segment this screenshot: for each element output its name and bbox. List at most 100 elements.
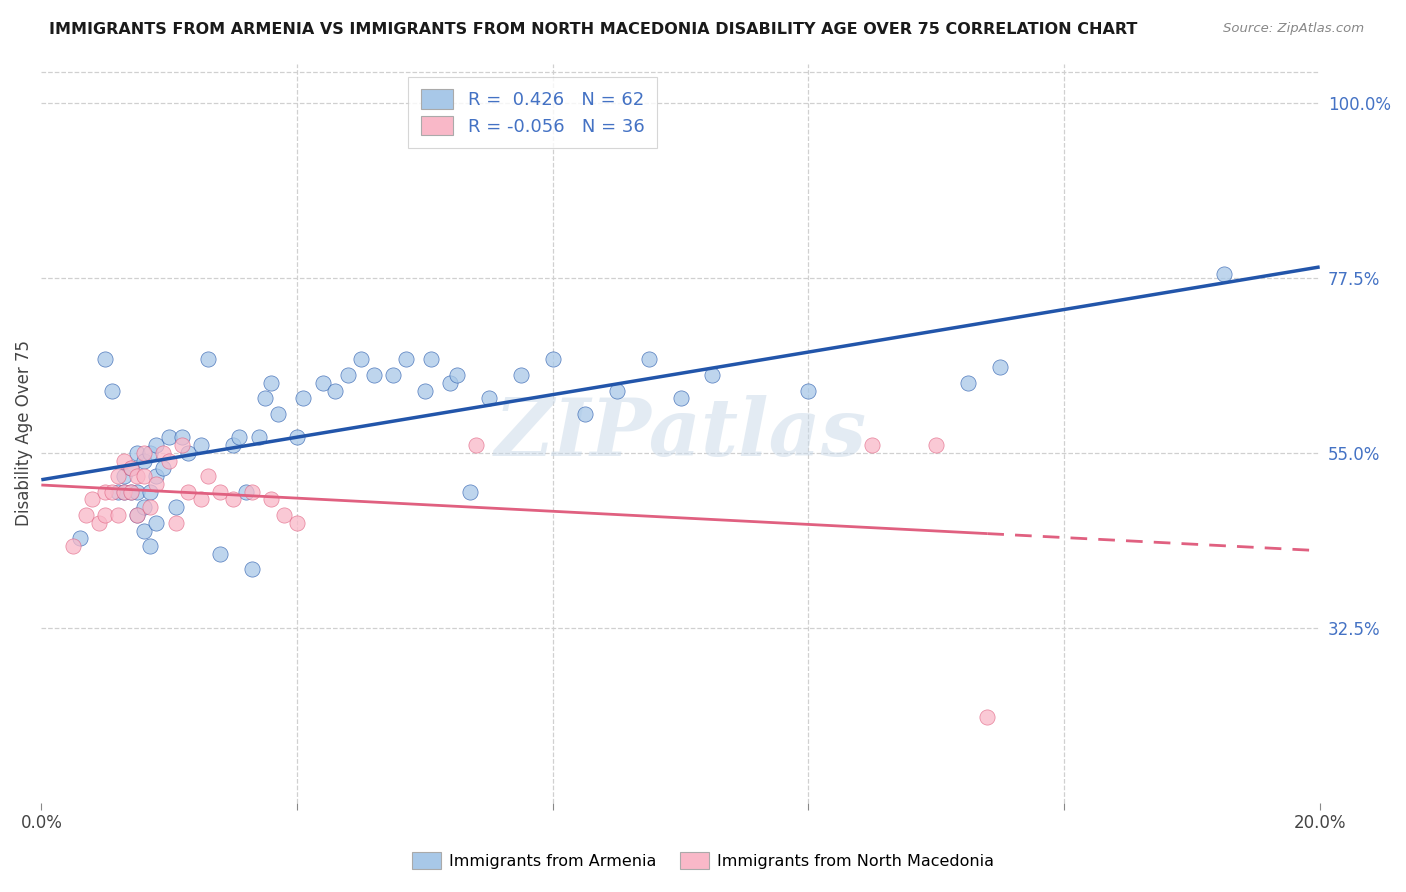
Point [292,392,315,406]
Point [260,492,283,507]
Point [925,438,948,452]
Point [273,508,295,522]
Point [420,352,443,367]
Point [132,524,155,538]
Point [145,469,167,483]
Point [478,392,501,406]
Point [254,392,277,406]
Point [197,352,219,367]
Point [120,484,142,499]
Point [165,500,187,515]
Legend: Immigrants from Armenia, Immigrants from North Macedonia: Immigrants from Armenia, Immigrants from… [406,846,1000,875]
Point [120,484,142,499]
Point [797,384,820,398]
Point [82,492,104,507]
Point [112,484,135,499]
Point [976,710,998,724]
Point [413,384,436,398]
Point [247,430,270,444]
Point [988,360,1011,375]
Point [139,500,162,515]
Point [465,438,488,452]
Text: Source: ZipAtlas.com: Source: ZipAtlas.com [1223,22,1364,36]
Point [132,500,155,515]
Point [112,469,135,483]
Point [574,407,596,421]
Point [458,484,481,499]
Point [107,469,129,483]
Point [381,368,404,382]
Point [1212,267,1234,281]
Y-axis label: Disability Age Over 75: Disability Age Over 75 [15,341,32,526]
Point [157,453,180,467]
Point [112,484,135,499]
Point [139,484,162,499]
Point [87,516,110,530]
Point [209,484,232,499]
Point [350,352,373,367]
Point [132,469,155,483]
Point [127,508,149,522]
Point [107,508,129,522]
Point [240,484,263,499]
Point [509,368,531,382]
Point [222,438,245,452]
Point [606,384,628,398]
Point [439,376,461,390]
Point [170,438,193,452]
Point [100,484,122,499]
Point [363,368,385,382]
Point [120,461,142,475]
Point [957,376,980,390]
Point [165,516,187,530]
Point [100,384,122,398]
Point [860,438,883,452]
Point [190,492,212,507]
Point [120,461,142,475]
Point [152,461,174,475]
Point [240,562,263,576]
Point [311,376,333,390]
Point [145,438,167,452]
Point [267,407,290,421]
Point [541,352,564,367]
Point [446,368,468,382]
Point [260,376,283,390]
Text: IMMIGRANTS FROM ARMENIA VS IMMIGRANTS FROM NORTH MACEDONIA DISABILITY AGE OVER 7: IMMIGRANTS FROM ARMENIA VS IMMIGRANTS FR… [49,22,1137,37]
Point [107,484,129,499]
Point [127,446,149,460]
Point [285,430,308,444]
Point [170,430,193,444]
Point [209,547,232,561]
Point [94,484,117,499]
Point [69,531,91,545]
Point [395,352,418,367]
Point [152,446,174,460]
Point [235,484,257,499]
Point [197,469,219,483]
Point [228,430,250,444]
Point [222,492,245,507]
Point [177,484,200,499]
Point [112,453,135,467]
Point [177,446,200,460]
Point [139,539,162,553]
Point [139,446,162,460]
Point [157,430,180,444]
Point [337,368,360,382]
Point [75,508,97,522]
Point [127,469,149,483]
Point [127,508,149,522]
Point [669,392,692,406]
Point [702,368,724,382]
Point [285,516,308,530]
Point [325,384,347,398]
Point [145,476,167,491]
Point [145,516,167,530]
Point [127,484,149,499]
Point [132,453,155,467]
Point [637,352,659,367]
Point [62,539,84,553]
Legend: R =  0.426   N = 62, R = -0.056   N = 36: R = 0.426 N = 62, R = -0.056 N = 36 [408,77,657,148]
Point [132,446,155,460]
